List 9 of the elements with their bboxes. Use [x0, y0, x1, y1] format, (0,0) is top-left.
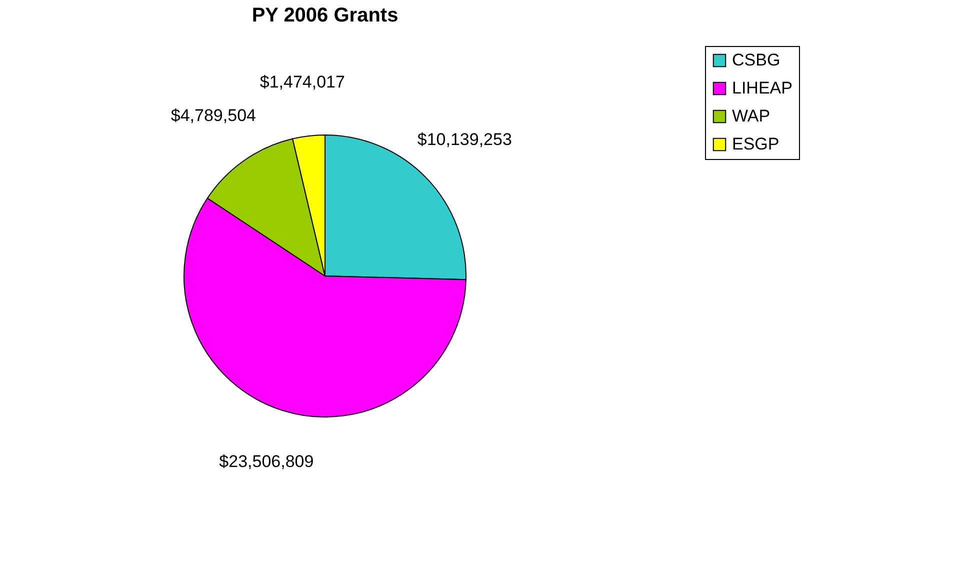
data-label: $23,506,809 — [219, 452, 314, 471]
chart-title: PY 2006 Grants — [252, 4, 398, 26]
legend-label: CSBG — [732, 50, 780, 70]
legend-label: ESGP — [732, 134, 780, 154]
data-label: $4,789,504 — [170, 106, 256, 126]
data-label: $1,474,017 — [260, 72, 345, 92]
legend-label: WAP — [732, 106, 770, 126]
legend-label: LIHEAP — [732, 78, 792, 98]
data-label: $10,139,253 — [417, 130, 512, 149]
